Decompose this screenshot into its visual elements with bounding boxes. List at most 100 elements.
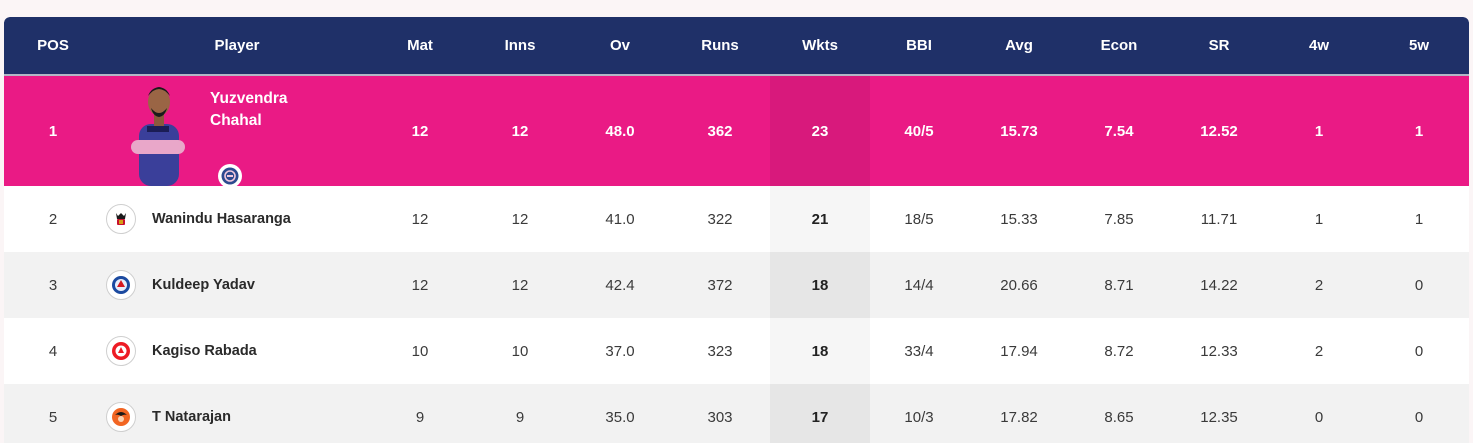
inns-cell: 12 <box>511 276 529 294</box>
table-row-top-player[interactable]: 1 Yuzvendra Chahal 12 12 48.0 362 23 40/… <box>4 76 1469 188</box>
pos-cell: 1 <box>48 122 58 140</box>
srh-logo-icon <box>106 402 136 432</box>
pos-cell: 4 <box>48 342 58 360</box>
col-header-4w[interactable]: 4w <box>1308 37 1330 54</box>
runs-cell: 303 <box>707 408 733 426</box>
econ-cell: 8.72 <box>1104 342 1134 360</box>
inns-cell: 12 <box>511 210 529 228</box>
mat-cell: 10 <box>411 342 429 360</box>
inns-cell: 10 <box>511 342 529 360</box>
econ-cell: 8.71 <box>1104 276 1134 294</box>
wkts-column-highlight <box>770 252 870 318</box>
sr-cell: 14.22 <box>1200 276 1238 294</box>
col-header-pos[interactable]: POS <box>37 37 69 54</box>
col-header-avg[interactable]: Avg <box>1005 37 1033 54</box>
stats-table: POS Player Mat Inns Ov Runs Wkts BBI Avg… <box>4 17 1469 443</box>
col-header-sr[interactable]: SR <box>1208 37 1230 54</box>
mat-cell: 12 <box>411 276 429 294</box>
header-divider <box>4 74 1469 76</box>
player-name[interactable]: Kuldeep Yadav <box>152 277 255 293</box>
5w-cell: 1 <box>1414 122 1424 140</box>
runs-cell: 372 <box>707 276 733 294</box>
ov-cell: 48.0 <box>605 122 635 140</box>
player-name[interactable]: Wanindu Hasaranga <box>152 211 291 227</box>
4w-cell: 2 <box>1314 342 1324 360</box>
avg-cell: 15.73 <box>1000 122 1038 140</box>
player-cell[interactable]: Kagiso Rabada <box>106 318 257 384</box>
econ-cell: 7.54 <box>1104 122 1134 140</box>
table-row[interactable]: 3 Kuldeep Yadav 12 12 42.4 372 18 14/4 2… <box>4 252 1469 318</box>
4w-cell: 1 <box>1314 122 1324 140</box>
4w-cell: 0 <box>1314 408 1324 426</box>
sr-cell: 12.33 <box>1200 342 1238 360</box>
wkts-column-highlight <box>770 384 870 443</box>
bbi-cell: 33/4 <box>904 342 934 360</box>
player-cell[interactable]: T Natarajan <box>106 384 231 443</box>
col-header-player[interactable]: Player <box>214 37 260 54</box>
bbi-cell: 14/4 <box>904 276 934 294</box>
mat-cell: 12 <box>411 210 429 228</box>
pbks-logo-icon <box>106 336 136 366</box>
bbi-cell: 18/5 <box>904 210 934 228</box>
4w-cell: 1 <box>1314 210 1324 228</box>
col-header-econ[interactable]: Econ <box>1100 37 1138 54</box>
player-cell[interactable]: Kuldeep Yadav <box>106 252 255 318</box>
ov-cell: 35.0 <box>605 408 635 426</box>
4w-cell: 2 <box>1314 276 1324 294</box>
pos-cell: 3 <box>48 276 58 294</box>
rr-logo-icon <box>218 164 242 188</box>
econ-cell: 7.85 <box>1104 210 1134 228</box>
wkts-column-highlight <box>770 76 870 186</box>
wkts-cell: 21 <box>811 210 829 228</box>
runs-cell: 362 <box>707 122 733 140</box>
player-photo <box>131 87 185 186</box>
avg-cell: 17.94 <box>1000 342 1038 360</box>
dc-logo-icon <box>106 270 136 300</box>
player-last-name: Chahal <box>210 112 262 129</box>
pos-cell: 2 <box>48 210 58 228</box>
ov-cell: 42.4 <box>605 276 635 294</box>
ov-cell: 41.0 <box>605 210 635 228</box>
table-row[interactable]: 4 Kagiso Rabada 10 10 37.0 323 18 33/4 1… <box>4 318 1469 384</box>
sr-cell: 11.71 <box>1200 210 1238 228</box>
col-header-inns[interactable]: Inns <box>504 37 536 54</box>
sr-cell: 12.35 <box>1200 408 1238 426</box>
bbi-cell: 10/3 <box>904 408 934 426</box>
runs-cell: 322 <box>707 210 733 228</box>
inns-cell: 9 <box>515 408 525 426</box>
mat-cell: 9 <box>415 408 425 426</box>
wkts-cell: 23 <box>811 122 829 140</box>
avg-cell: 15.33 <box>1000 210 1038 228</box>
5w-cell: 0 <box>1414 408 1424 426</box>
col-header-ov[interactable]: Ov <box>609 37 631 54</box>
5w-cell: 0 <box>1414 342 1424 360</box>
avg-cell: 20.66 <box>1000 276 1038 294</box>
pos-cell: 5 <box>48 408 58 426</box>
player-name[interactable]: Kagiso Rabada <box>152 343 257 359</box>
avg-cell: 17.82 <box>1000 408 1038 426</box>
col-header-5w[interactable]: 5w <box>1408 37 1430 54</box>
inns-cell: 12 <box>511 122 529 140</box>
col-header-wkts[interactable]: Wkts <box>802 37 838 54</box>
5w-cell: 1 <box>1414 210 1424 228</box>
wkts-cell: 18 <box>811 342 829 360</box>
col-header-bbi[interactable]: BBI <box>906 37 932 54</box>
player-cell[interactable]: Wanindu Hasaranga <box>106 186 291 252</box>
player-first-name: Yuzvendra <box>210 90 288 107</box>
bbi-cell: 40/5 <box>904 122 934 140</box>
player-name[interactable]: T Natarajan <box>152 409 231 425</box>
5w-cell: 0 <box>1414 276 1424 294</box>
wkts-cell: 18 <box>811 276 829 294</box>
wkts-cell: 17 <box>811 408 829 426</box>
table-header: POS Player Mat Inns Ov Runs Wkts BBI Avg… <box>4 17 1469 74</box>
table-row[interactable]: 5 T Natarajan 9 9 35.0 303 17 10/3 17.82… <box>4 384 1469 443</box>
mat-cell: 12 <box>411 122 429 140</box>
table-row[interactable]: 2 Wanindu Hasaranga 12 12 41.0 322 21 18… <box>4 186 1469 252</box>
col-header-runs[interactable]: Runs <box>701 37 739 54</box>
player-name[interactable]: Yuzvendra Chahal <box>210 88 330 132</box>
col-header-mat[interactable]: Mat <box>407 37 433 54</box>
econ-cell: 8.65 <box>1104 408 1134 426</box>
ov-cell: 37.0 <box>605 342 635 360</box>
rcb-logo-icon <box>106 204 136 234</box>
runs-cell: 323 <box>707 342 733 360</box>
